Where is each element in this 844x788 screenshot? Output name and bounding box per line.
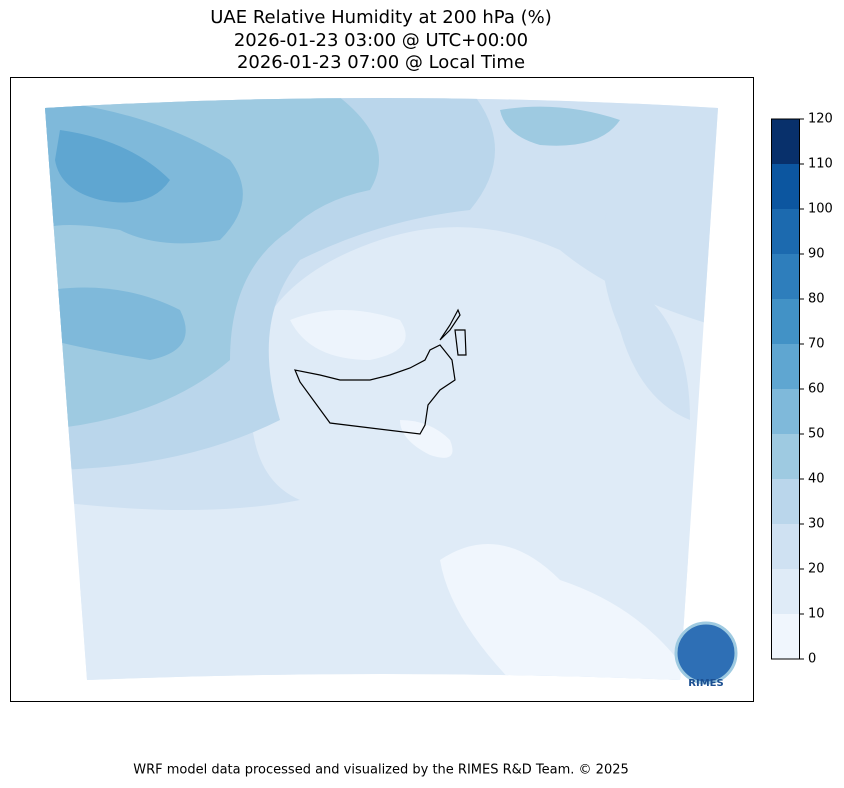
colorbar-bin [771,299,800,344]
colorbar-tick-label: 70 [808,337,825,352]
colorbar-bin [771,344,800,389]
field-band [500,106,620,146]
field-band [602,200,690,420]
field-band [440,544,687,680]
footer: WRF model data processed and visualized … [133,763,629,778]
title-line: 2026-01-23 03:00 @ UTC+00:00 [234,30,528,51]
rimes-logo: RIMES [674,621,738,689]
colorbar-bin [771,254,800,299]
colorbar-tick-label: 40 [808,472,825,487]
humidity-field [45,98,718,680]
colorbar-tick-label: 60 [808,382,825,397]
colorbar-outline [771,118,800,660]
title-line: UAE Relative Humidity at 200 hPa (%) [210,7,551,28]
map-frame [10,77,754,702]
colorbar-tick-label: 10 [808,607,825,622]
field-band [50,287,186,360]
colorbar-bin [771,119,800,164]
colorbar-tick-label: 80 [808,292,825,307]
colorbar-tick-label: 0 [808,652,816,667]
colorbar-bin [771,524,800,569]
colorbar-tick-label: 120 [808,112,833,127]
field-band [55,130,170,203]
colorbar-tick-label: 90 [808,247,825,262]
colorbar-bin [771,479,800,524]
colorbar-bin [771,434,800,479]
uae-border [294,308,467,435]
colorbar-tick-label: 30 [808,517,825,532]
colorbar-tick-label: 20 [808,562,825,577]
field-band [400,420,453,458]
colorbar-bin [771,164,800,209]
logo-text: RIMES [688,678,723,689]
field-band [290,310,406,360]
colorbar-bin [771,209,800,254]
colorbar-tick-label: 100 [808,202,833,217]
colorbar-bin [771,389,800,434]
colorbar-bin [771,569,800,614]
colorbar-tick-label: 110 [808,157,833,172]
colorbar-bin [771,614,800,659]
colorbar-tick-label: 50 [808,427,825,442]
colorbar: 0 10 20 30 40 50 60 70 80 90 100 110 120 [771,112,833,667]
title-line: 2026-01-23 07:00 @ Local Time [237,52,525,73]
logo-badge [674,621,738,685]
